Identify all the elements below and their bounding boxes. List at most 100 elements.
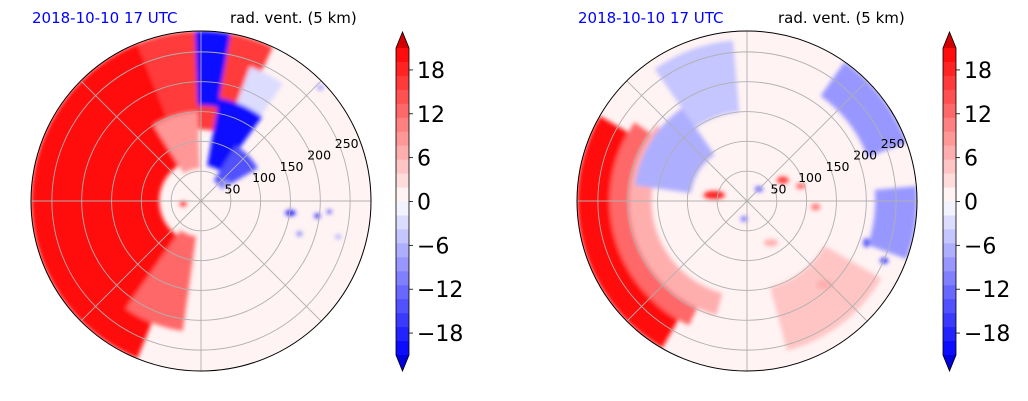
velocity-region-3 (195, 31, 231, 108)
colorbar-tick-label-1: 12 (964, 103, 992, 128)
panel-left-variable-title: rad. vent. (5 km) (230, 9, 357, 27)
panel-left-time-title: 2018-10-10 17 UTC (32, 9, 178, 27)
velocity-region-4 (654, 40, 740, 128)
radial-tick-label-100: 100 (798, 170, 822, 185)
colorbar-level-16 (396, 271, 409, 286)
radial-tick-label-150: 150 (280, 159, 304, 174)
colorbar-tick-label-2: 6 (964, 147, 978, 172)
colorbar-level-0 (396, 48, 409, 63)
colorbar-level-15 (396, 257, 409, 272)
azimuth-spoke-45 (200, 80, 322, 202)
colorbar-level-14 (943, 243, 956, 258)
colorbar-level-21 (943, 341, 956, 356)
colorbar-frame (395, 30, 410, 373)
azimuth-spoke-225 (626, 200, 748, 322)
colorbar-extend-min (396, 355, 409, 371)
colorbar-level-19 (943, 313, 956, 328)
colorbar-tick-label-1: 12 (417, 103, 445, 128)
radial-tick-label-250: 250 (881, 136, 905, 151)
colorbar-tick-label-0: 18 (964, 59, 992, 84)
colorbar-level-10 (943, 187, 956, 202)
colorbar-level-2 (943, 75, 956, 91)
colorbar-right: 18 12 6 0 −6 −12 −18 (942, 30, 1010, 373)
colorbar-level-17 (943, 285, 956, 300)
radial-tick-label-150: 150 (826, 159, 850, 174)
colorbar-extend-min (943, 355, 956, 371)
colorbar-level-13 (943, 229, 956, 244)
azimuth-spoke-135 (80, 80, 202, 202)
azimuth-spoke-135 (626, 80, 748, 202)
colorbar-level-8 (943, 159, 956, 174)
radial-tick-label-50: 50 (771, 182, 787, 197)
colorbar-level-4 (943, 103, 956, 119)
velocity-region-5 (213, 145, 258, 190)
velocity-cell-10 (795, 183, 806, 190)
velocity-cell-16 (763, 239, 779, 247)
azimuth-spoke-225 (80, 200, 202, 322)
velocity-cell-12 (316, 84, 324, 91)
colorbar-level-14 (396, 243, 409, 258)
panel-right-variable-title: rad. vent. (5 km) (778, 9, 905, 27)
colorbar-level-6 (943, 131, 956, 147)
polar-frame (30, 30, 372, 372)
colorbar-level-4 (396, 103, 409, 119)
colorbar-level-1 (943, 61, 956, 77)
colorbar-tick-label-5: −12 (417, 278, 463, 303)
colorbar-tick-label-6: −18 (964, 322, 1010, 347)
colorbar-tick-label-0: 18 (417, 59, 445, 84)
colorbar-level-7 (396, 145, 409, 161)
colorbar-level-0 (943, 48, 956, 63)
colorbar-extend-max (943, 32, 956, 48)
velocity-region-6 (153, 111, 200, 174)
panel-right-time-title: 2018-10-10 17 UTC (578, 9, 724, 27)
velocity-cell-11 (810, 203, 821, 211)
polar-panel-right: 2018-10-10 17 UTC rad. vent. (5 km) 50 10… (576, 9, 1010, 373)
colorbar-tick-label-4: −6 (417, 234, 449, 259)
colorbar-level-2 (396, 75, 409, 91)
colorbar-level-1 (396, 61, 409, 77)
colorbar-level-3 (943, 89, 956, 105)
colorbar-level-11 (396, 201, 409, 216)
velocity-cell-14 (880, 257, 889, 264)
colorbar-level-5 (396, 117, 409, 133)
velocity-cell-8 (285, 209, 296, 216)
colorbar-level-9 (396, 173, 409, 188)
colorbar-level-17 (396, 285, 409, 300)
radial-tick-label-250: 250 (335, 136, 359, 151)
radial-tick-label-100: 100 (252, 170, 276, 185)
colorbar-level-3 (396, 89, 409, 105)
colorbar-level-13 (396, 229, 409, 244)
colorbar-left: 18 12 6 0 −6 −12 −18 (395, 30, 463, 373)
azimuth-spoke-45 (746, 80, 868, 202)
velocity-region-7 (236, 66, 284, 116)
velocity-cell-11 (296, 231, 303, 237)
colorbar-tick-label-2: 6 (417, 147, 431, 172)
colorbar-level-5 (943, 117, 956, 133)
velocity-cell-10 (326, 209, 332, 214)
colorbar-level-15 (943, 257, 956, 272)
velocity-cell-9 (776, 176, 789, 184)
velocity-cell-15 (179, 201, 187, 207)
colorbar-level-18 (943, 299, 956, 314)
azimuth-spoke-315 (200, 200, 322, 322)
colorbar-level-6 (396, 131, 409, 147)
velocity-region-1 (609, 122, 698, 326)
colorbar-level-11 (943, 201, 956, 216)
colorbar-extend-max (396, 32, 409, 48)
colorbar-level-19 (396, 313, 409, 328)
colorbar-level-10 (396, 187, 409, 202)
colorbar-tick-label-3: 0 (964, 191, 978, 216)
azimuth-spoke-315 (746, 200, 868, 322)
colorbar-level-16 (943, 271, 956, 286)
velocity-cell-15 (863, 237, 870, 248)
colorbar-tick-label-3: 0 (417, 191, 431, 216)
colorbar-level-7 (943, 145, 956, 161)
polar-panel-left: 2018-10-10 17 UTC rad. vent. (5 km) 50 10… (30, 9, 463, 373)
colorbar-level-20 (396, 327, 409, 342)
radial-tick-label-200: 200 (853, 147, 877, 162)
colorbar-tick-label-5: −12 (964, 278, 1010, 303)
colorbar-level-8 (396, 159, 409, 174)
